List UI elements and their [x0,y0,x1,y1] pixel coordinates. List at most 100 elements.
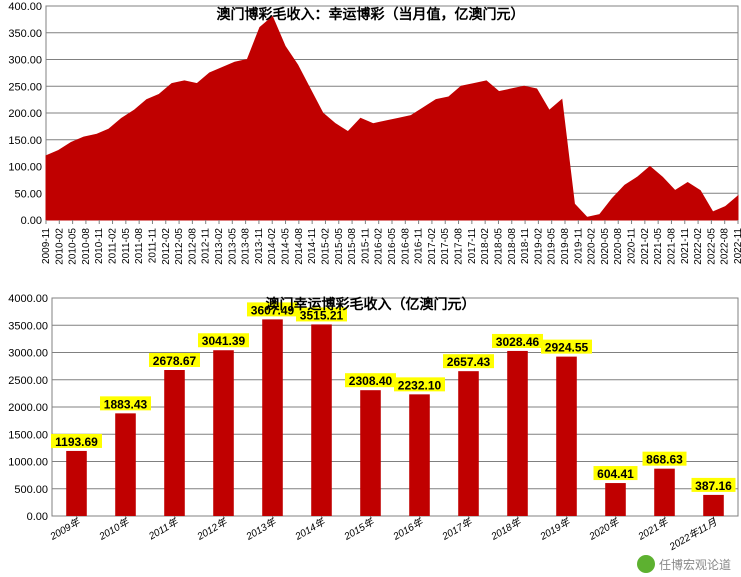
svg-text:2019-08: 2019-08 [560,228,571,265]
svg-text:2016-11: 2016-11 [414,228,425,264]
svg-text:2020-08: 2020-08 [613,228,624,265]
svg-text:2017-08: 2017-08 [454,228,465,265]
svg-text:200.00: 200.00 [8,108,42,120]
svg-text:2678.67: 2678.67 [153,354,197,368]
svg-text:50.00: 50.00 [14,188,42,200]
svg-text:3500.00: 3500.00 [8,320,48,332]
svg-text:2011-05: 2011-05 [121,228,132,264]
svg-text:2012-08: 2012-08 [187,228,198,265]
svg-text:2009-11: 2009-11 [41,228,52,264]
svg-text:2308.40: 2308.40 [349,374,393,388]
svg-text:1193.69: 1193.69 [55,435,98,449]
svg-text:2014-11: 2014-11 [307,228,318,264]
svg-text:387.16: 387.16 [695,479,732,493]
svg-text:250.00: 250.00 [8,81,42,93]
svg-text:868.63: 868.63 [646,453,683,467]
svg-text:2020-02: 2020-02 [587,228,598,265]
svg-text:2012-02: 2012-02 [161,228,172,265]
svg-text:2016-02: 2016-02 [374,228,385,265]
svg-text:2012年: 2012年 [194,516,230,544]
svg-text:400.00: 400.00 [8,1,42,13]
svg-text:350.00: 350.00 [8,28,42,40]
wechat-icon [637,555,655,573]
svg-text:2018年: 2018年 [488,516,524,544]
top-chart-title: 澳门博彩毛收入：幸运博彩（当月值，亿澳门元） [217,4,525,24]
svg-text:2017年: 2017年 [439,516,475,544]
svg-text:2022-02: 2022-02 [693,228,704,265]
svg-text:4000.00: 4000.00 [8,293,48,305]
svg-text:2010-05: 2010-05 [68,228,79,265]
svg-text:2015-02: 2015-02 [320,228,331,265]
svg-text:2022-11: 2022-11 [733,228,741,264]
svg-text:2013-05: 2013-05 [227,228,238,265]
svg-text:300.00: 300.00 [8,55,42,67]
svg-text:2013年: 2013年 [243,516,279,544]
watermark-text: 任博宏观论道 [659,556,731,573]
svg-text:2018-08: 2018-08 [507,228,518,265]
svg-text:100.00: 100.00 [8,162,42,174]
svg-text:2016-08: 2016-08 [400,228,411,265]
svg-text:2022年11月: 2022年11月 [667,516,720,554]
svg-text:2019年: 2019年 [537,516,573,544]
bottom-chart-title: 澳门幸运博彩毛收入（亿澳门元） [266,294,476,314]
svg-text:2018-02: 2018-02 [480,228,491,265]
svg-text:2016-05: 2016-05 [387,228,398,265]
svg-text:2022-08: 2022-08 [720,228,731,265]
top-area-chart: 0.00 50.00 100.00 150.00 200.00 250.00 300.00 3… [0,0,741,288]
svg-text:2020-11: 2020-11 [627,228,638,264]
svg-text:2019-11: 2019-11 [573,228,584,264]
svg-text:2009年: 2009年 [47,516,83,544]
svg-text:2924.55: 2924.55 [545,341,589,355]
svg-text:2021-05: 2021-05 [653,228,664,265]
svg-text:3028.46: 3028.46 [496,335,540,349]
svg-text:2011-11: 2011-11 [147,228,158,264]
svg-text:2018-05: 2018-05 [493,228,504,265]
svg-text:3000.00: 3000.00 [8,348,48,360]
svg-text:2011-02: 2011-02 [108,228,119,264]
svg-text:2021年: 2021年 [635,516,671,544]
bottom-bar-chart: 0.00 500.00 1000.00 1500.00 2000.00 2500.00 30… [0,288,741,577]
svg-text:2017-02: 2017-02 [427,228,438,265]
svg-text:2021-02: 2021-02 [640,228,651,265]
svg-text:2017-11: 2017-11 [467,228,478,264]
svg-text:2012-11: 2012-11 [201,228,212,264]
svg-text:2011-08: 2011-08 [134,228,145,264]
svg-text:2013-08: 2013-08 [241,228,252,265]
svg-text:2021-08: 2021-08 [666,228,677,265]
svg-text:1500.00: 1500.00 [8,429,48,441]
svg-text:2015-11: 2015-11 [360,228,371,264]
svg-text:0.00: 0.00 [27,511,48,523]
svg-text:2019-05: 2019-05 [547,228,558,265]
svg-text:2022-05: 2022-05 [706,228,717,265]
svg-text:2017-05: 2017-05 [440,228,451,265]
svg-text:2014年: 2014年 [292,516,328,544]
svg-text:2011年: 2011年 [146,516,181,543]
svg-text:0.00: 0.00 [21,215,42,227]
svg-text:3041.39: 3041.39 [202,334,246,348]
svg-text:2013-11: 2013-11 [254,228,265,264]
svg-text:2657.43: 2657.43 [447,355,491,369]
svg-text:1883.43: 1883.43 [104,397,148,411]
svg-text:2232.10: 2232.10 [398,378,442,392]
svg-text:2014-02: 2014-02 [267,228,278,265]
svg-text:2014-05: 2014-05 [281,228,292,265]
svg-text:2014-08: 2014-08 [294,228,305,265]
svg-text:2020-05: 2020-05 [600,228,611,265]
svg-text:2018-11: 2018-11 [520,228,531,264]
svg-text:2010年: 2010年 [96,516,132,544]
svg-text:2012-05: 2012-05 [174,228,185,265]
svg-text:1000.00: 1000.00 [8,457,48,469]
svg-text:2010-08: 2010-08 [81,228,92,265]
svg-text:2500.00: 2500.00 [8,375,48,387]
svg-text:150.00: 150.00 [8,135,42,147]
svg-text:2010-11: 2010-11 [94,228,105,264]
svg-text:2015-05: 2015-05 [334,228,345,265]
svg-text:2010-02: 2010-02 [54,228,65,265]
svg-text:2021-11: 2021-11 [680,228,691,264]
svg-text:2016年: 2016年 [390,516,426,544]
svg-text:2015-08: 2015-08 [347,228,358,265]
svg-text:2000.00: 2000.00 [8,402,48,414]
svg-text:604.41: 604.41 [597,467,634,481]
svg-text:2019-02: 2019-02 [533,228,544,265]
svg-text:500.00: 500.00 [14,484,48,496]
